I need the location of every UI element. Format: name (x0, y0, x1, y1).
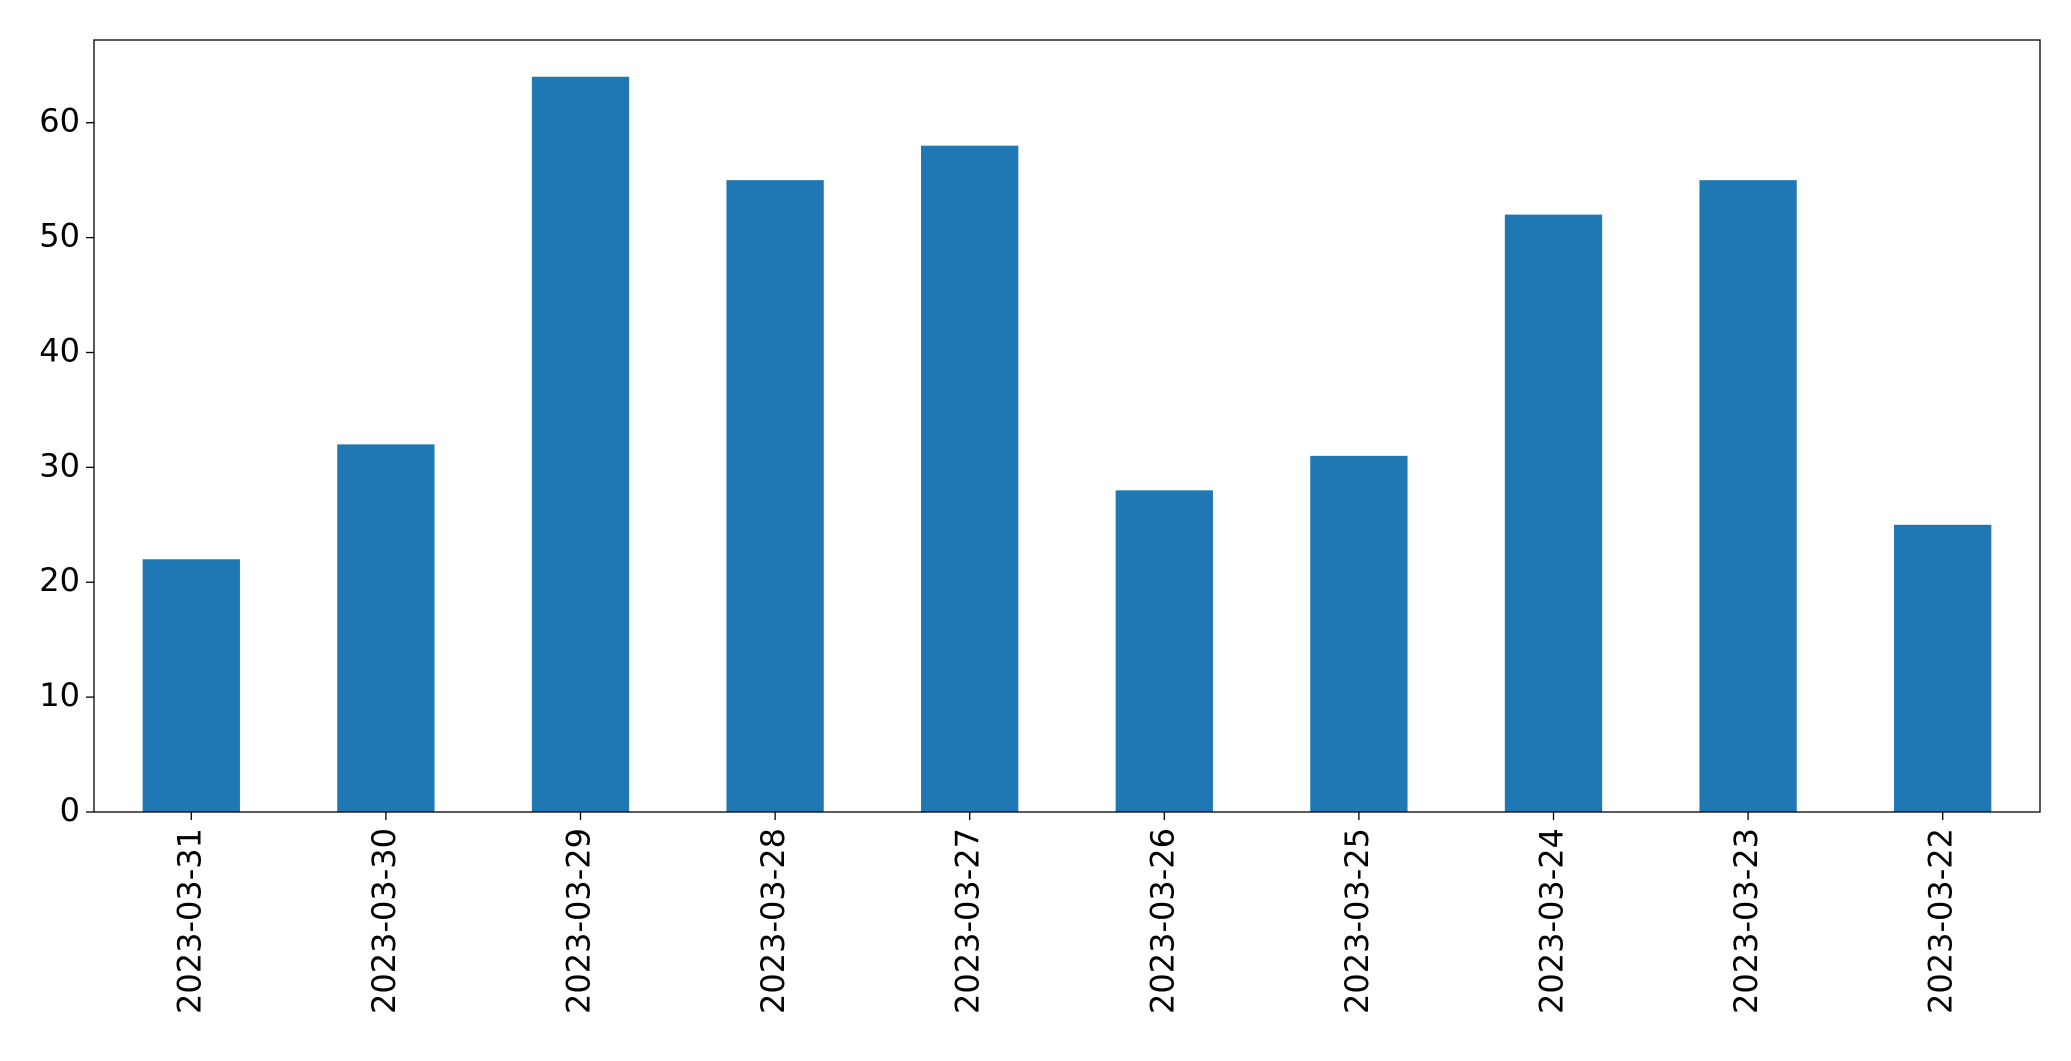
bar (142, 559, 240, 812)
bar (921, 145, 1019, 812)
x-tick-label: 2023-03-22 (1922, 828, 1960, 1014)
bar (337, 444, 435, 812)
bar (1699, 180, 1797, 812)
y-tick-label: 50 (39, 217, 80, 255)
x-tick-label: 2023-03-23 (1727, 828, 1765, 1014)
y-tick-label: 30 (39, 446, 80, 484)
bar (1115, 490, 1213, 812)
x-tick-label: 2023-03-26 (1143, 828, 1181, 1014)
x-tick-label: 2023-03-28 (754, 828, 792, 1014)
y-tick-label: 60 (39, 102, 80, 140)
x-tick-label: 2023-03-30 (365, 828, 403, 1014)
y-tick-label: 40 (39, 331, 80, 369)
bar (1310, 455, 1408, 812)
x-tick-label: 2023-03-27 (949, 828, 987, 1014)
x-tick-label: 2023-03-25 (1338, 828, 1376, 1014)
bar (726, 180, 824, 812)
y-tick-label: 0 (60, 791, 80, 829)
x-tick-label: 2023-03-24 (1533, 828, 1571, 1014)
bar (1894, 524, 1992, 812)
bar (1504, 214, 1603, 813)
x-tick-label: 2023-03-31 (170, 828, 208, 1014)
plot-frame (93, 39, 2041, 813)
x-tick-label: 2023-03-29 (560, 828, 598, 1014)
bar (531, 76, 630, 812)
y-tick-label: 20 (39, 561, 80, 599)
y-tick-label: 10 (39, 676, 80, 714)
